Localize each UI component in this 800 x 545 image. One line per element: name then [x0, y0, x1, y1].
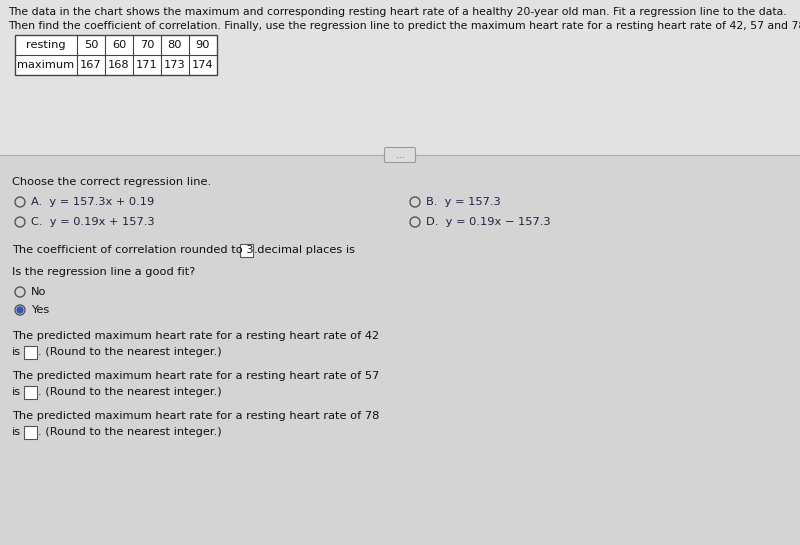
Text: The predicted maximum heart rate for a resting heart rate of 78: The predicted maximum heart rate for a r… — [12, 411, 379, 421]
Text: D.  y = 0.19x − 157.3: D. y = 0.19x − 157.3 — [426, 217, 550, 227]
FancyBboxPatch shape — [23, 426, 37, 439]
FancyBboxPatch shape — [15, 35, 217, 75]
Text: Yes: Yes — [31, 305, 50, 315]
Text: 50: 50 — [84, 40, 98, 50]
Text: Is the regression line a good fit?: Is the regression line a good fit? — [12, 267, 195, 277]
Text: 90: 90 — [196, 40, 210, 50]
Text: is: is — [12, 387, 21, 397]
Circle shape — [17, 307, 23, 313]
FancyBboxPatch shape — [23, 385, 37, 398]
FancyBboxPatch shape — [0, 0, 800, 155]
Text: The coefficient of correlation rounded to 3 decimal places is: The coefficient of correlation rounded t… — [12, 245, 355, 255]
Text: . (Round to the nearest integer.): . (Round to the nearest integer.) — [38, 347, 222, 357]
Text: 80: 80 — [168, 40, 182, 50]
Text: 168: 168 — [108, 60, 130, 70]
Text: .: . — [254, 245, 258, 255]
Text: 173: 173 — [164, 60, 186, 70]
Text: 174: 174 — [192, 60, 214, 70]
Text: The predicted maximum heart rate for a resting heart rate of 57: The predicted maximum heart rate for a r… — [12, 371, 379, 381]
Text: maximum: maximum — [18, 60, 74, 70]
Text: is: is — [12, 427, 21, 437]
Text: . (Round to the nearest integer.): . (Round to the nearest integer.) — [38, 387, 222, 397]
Text: The predicted maximum heart rate for a resting heart rate of 42: The predicted maximum heart rate for a r… — [12, 331, 379, 341]
FancyBboxPatch shape — [240, 244, 253, 257]
Text: A.  y = 157.3x + 0.19: A. y = 157.3x + 0.19 — [31, 197, 154, 207]
Text: 167: 167 — [80, 60, 102, 70]
Text: resting: resting — [26, 40, 66, 50]
Text: 70: 70 — [140, 40, 154, 50]
Text: Then find the coefficient of correlation. Finally, use the regression line to pr: Then find the coefficient of correlation… — [8, 21, 800, 31]
Text: The data in the chart shows the maximum and corresponding resting heart rate of : The data in the chart shows the maximum … — [8, 7, 786, 17]
FancyBboxPatch shape — [23, 346, 37, 359]
Text: ...: ... — [396, 150, 404, 160]
Text: 60: 60 — [112, 40, 126, 50]
Text: 171: 171 — [136, 60, 158, 70]
Text: Choose the correct regression line.: Choose the correct regression line. — [12, 177, 211, 187]
Text: B.  y = 157.3: B. y = 157.3 — [426, 197, 501, 207]
Text: No: No — [31, 287, 46, 297]
FancyBboxPatch shape — [385, 148, 415, 162]
Text: is: is — [12, 347, 21, 357]
Text: C.  y = 0.19x + 157.3: C. y = 0.19x + 157.3 — [31, 217, 154, 227]
Text: . (Round to the nearest integer.): . (Round to the nearest integer.) — [38, 427, 222, 437]
FancyBboxPatch shape — [0, 155, 800, 545]
